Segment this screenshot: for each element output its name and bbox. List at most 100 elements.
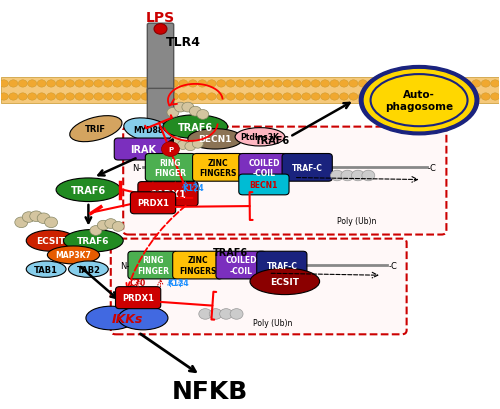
Circle shape bbox=[122, 94, 131, 101]
Circle shape bbox=[362, 171, 375, 181]
Circle shape bbox=[94, 94, 103, 101]
Text: TRIF: TRIF bbox=[86, 125, 106, 134]
Circle shape bbox=[94, 81, 103, 88]
Circle shape bbox=[349, 81, 358, 88]
Circle shape bbox=[198, 94, 206, 101]
Circle shape bbox=[386, 81, 396, 88]
Circle shape bbox=[264, 94, 273, 101]
Circle shape bbox=[192, 140, 203, 149]
Text: ZINC
FINGERS: ZINC FINGERS bbox=[199, 158, 236, 178]
Circle shape bbox=[349, 94, 358, 101]
Circle shape bbox=[160, 81, 169, 88]
Circle shape bbox=[481, 81, 490, 88]
Circle shape bbox=[56, 81, 65, 88]
FancyBboxPatch shape bbox=[148, 89, 174, 131]
Circle shape bbox=[444, 94, 452, 101]
Ellipse shape bbox=[370, 75, 468, 127]
Circle shape bbox=[490, 81, 500, 88]
Circle shape bbox=[0, 81, 8, 88]
Circle shape bbox=[226, 94, 235, 101]
Text: TRAF-C: TRAF-C bbox=[266, 261, 298, 270]
Text: PRDX1: PRDX1 bbox=[137, 199, 169, 208]
Circle shape bbox=[415, 81, 424, 88]
FancyBboxPatch shape bbox=[239, 154, 289, 182]
Circle shape bbox=[311, 81, 320, 88]
Circle shape bbox=[340, 94, 348, 101]
Circle shape bbox=[105, 219, 117, 229]
Circle shape bbox=[104, 94, 112, 101]
Circle shape bbox=[406, 94, 414, 101]
Circle shape bbox=[220, 309, 232, 319]
Text: IRAK: IRAK bbox=[130, 145, 156, 155]
Circle shape bbox=[182, 103, 194, 113]
Text: TRAF6: TRAF6 bbox=[178, 122, 213, 132]
Circle shape bbox=[75, 81, 84, 88]
Circle shape bbox=[330, 81, 339, 88]
Circle shape bbox=[170, 137, 181, 146]
Ellipse shape bbox=[118, 306, 168, 330]
FancyBboxPatch shape bbox=[111, 239, 406, 335]
Text: N-: N- bbox=[120, 261, 130, 270]
FancyBboxPatch shape bbox=[146, 154, 196, 182]
Circle shape bbox=[320, 94, 330, 101]
Circle shape bbox=[254, 94, 264, 101]
Circle shape bbox=[112, 222, 124, 232]
FancyBboxPatch shape bbox=[256, 252, 307, 279]
Circle shape bbox=[386, 94, 396, 101]
Circle shape bbox=[18, 94, 27, 101]
Text: RING
FINGER: RING FINGER bbox=[154, 158, 186, 178]
Circle shape bbox=[396, 94, 405, 101]
Text: RING
FINGER: RING FINGER bbox=[137, 256, 169, 275]
Text: C70: C70 bbox=[145, 183, 161, 192]
Circle shape bbox=[352, 171, 364, 181]
Circle shape bbox=[207, 81, 216, 88]
Ellipse shape bbox=[26, 261, 66, 278]
Circle shape bbox=[179, 81, 188, 88]
Circle shape bbox=[9, 81, 18, 88]
Circle shape bbox=[340, 81, 348, 88]
FancyBboxPatch shape bbox=[148, 24, 174, 94]
Ellipse shape bbox=[64, 230, 123, 252]
Circle shape bbox=[226, 81, 235, 88]
FancyBboxPatch shape bbox=[192, 154, 243, 182]
Circle shape bbox=[30, 211, 43, 222]
Circle shape bbox=[330, 171, 344, 181]
Circle shape bbox=[472, 81, 480, 88]
Circle shape bbox=[254, 81, 264, 88]
Ellipse shape bbox=[235, 128, 285, 146]
FancyBboxPatch shape bbox=[2, 78, 498, 104]
FancyBboxPatch shape bbox=[114, 139, 172, 161]
Text: NFKB: NFKB bbox=[172, 380, 248, 403]
Circle shape bbox=[37, 213, 50, 224]
Circle shape bbox=[472, 94, 480, 101]
Circle shape bbox=[368, 94, 377, 101]
Text: TRAF6: TRAF6 bbox=[71, 185, 106, 195]
Circle shape bbox=[113, 81, 122, 88]
Ellipse shape bbox=[250, 268, 320, 295]
Circle shape bbox=[415, 94, 424, 101]
Circle shape bbox=[358, 94, 368, 101]
Text: TRAF6: TRAF6 bbox=[77, 236, 110, 245]
Circle shape bbox=[90, 226, 102, 236]
Circle shape bbox=[44, 218, 58, 228]
Circle shape bbox=[18, 81, 27, 88]
Circle shape bbox=[378, 81, 386, 88]
Circle shape bbox=[37, 94, 46, 101]
Text: Poly (Ub)n: Poly (Ub)n bbox=[254, 318, 292, 327]
Text: LPS: LPS bbox=[146, 11, 175, 25]
Circle shape bbox=[132, 81, 140, 88]
Text: TRAF6: TRAF6 bbox=[212, 247, 248, 257]
Text: BECN1: BECN1 bbox=[198, 135, 232, 144]
Circle shape bbox=[150, 94, 160, 101]
Circle shape bbox=[368, 81, 377, 88]
Circle shape bbox=[424, 94, 434, 101]
Circle shape bbox=[188, 94, 198, 101]
Circle shape bbox=[22, 212, 35, 223]
Circle shape bbox=[185, 142, 196, 151]
Ellipse shape bbox=[56, 178, 120, 202]
Text: PRDX1: PRDX1 bbox=[150, 189, 186, 199]
Circle shape bbox=[283, 94, 292, 101]
Circle shape bbox=[292, 94, 301, 101]
Text: N-: N- bbox=[132, 164, 142, 173]
Circle shape bbox=[28, 81, 36, 88]
